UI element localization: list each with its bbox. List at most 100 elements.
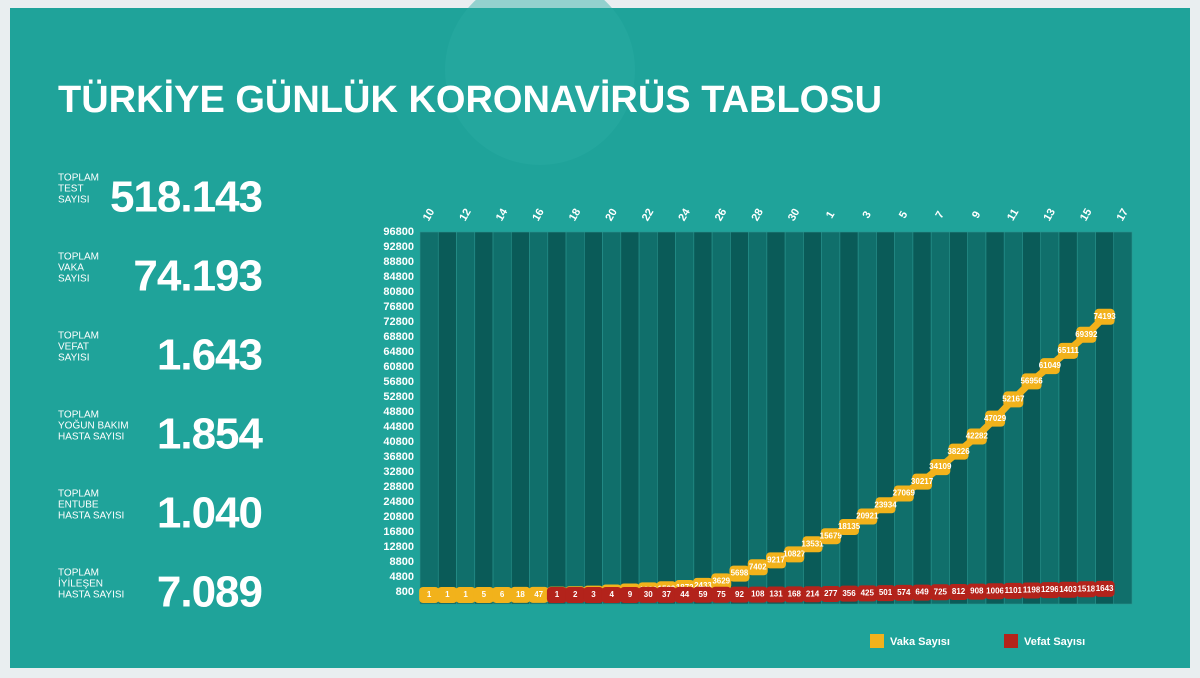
value-label: 4 [609,590,614,599]
point-box [674,586,695,603]
value-label: 425 [861,589,875,598]
column [748,231,768,605]
value-label: 725 [934,587,948,596]
point-box [419,586,440,603]
point-box [638,586,659,603]
x-tick-label: 3 [860,209,873,220]
y-tick-label: 60800 [383,361,414,373]
x-tick-label: 13 [1042,207,1059,224]
column [766,231,786,605]
point-box [1076,326,1097,343]
point-box [784,546,805,563]
title: TÜRKİYE GÜNLÜK KORONAVİRÜS TABLOSU [58,78,882,121]
stat-label: YOĞUN BAKIM [58,419,129,432]
value-label: 3 [591,590,596,599]
y-tick-label: 4800 [390,571,414,583]
value-label: 47029 [984,414,1007,423]
value-label: 37 [662,590,671,599]
y-tick-label: 84800 [383,271,414,283]
value-label: 108 [751,590,765,599]
point-box [1058,342,1079,359]
y-tick-label: 44800 [383,421,414,433]
point-box [948,583,969,600]
value-label: 9 [628,590,633,599]
x-tick-label: 16 [530,207,547,224]
stat-label: TOPLAM [58,252,99,263]
column [675,231,695,605]
column [930,231,950,605]
value-label: 34109 [929,462,952,471]
value-label: 18 [516,590,525,599]
point-box [455,586,476,603]
value-label: 10827 [783,550,806,559]
value-label: 74193 [1093,312,1116,321]
stat-label: TOPLAM [58,568,99,579]
value-label: 23934 [874,500,897,509]
point-box [966,428,987,445]
y-tick-label: 36800 [383,451,414,463]
value-label: 1 [555,590,560,599]
column [857,231,877,605]
point-box [839,518,860,535]
y-tick-label: 56800 [383,376,414,388]
value-label: 9217 [767,556,785,565]
value-label: 5698 [731,569,749,578]
x-tick-label: 9 [970,209,983,220]
value-label: 47 [534,590,543,599]
stat-label: HASTA SAYISI [58,511,124,522]
column [711,231,731,605]
value-label: 7402 [749,562,767,571]
column [1095,231,1115,605]
stat-label: HASTA SAYISI [58,590,124,601]
x-tick-label: 28 [749,207,766,224]
value-label: 649 [915,588,929,597]
value-label: 1 [427,590,432,599]
point-box [1021,582,1042,599]
virus-decor [445,0,635,165]
point-box [985,583,1006,600]
point-box [930,584,951,601]
point-box [875,497,896,514]
point-box [912,473,933,490]
stat-label: SAYISI [58,353,90,364]
stat-value: 7.089 [157,568,262,617]
value-label: 131 [769,590,783,599]
column [602,231,622,605]
point-box [729,565,750,582]
point-box [802,586,823,603]
value-label: 908 [970,587,984,596]
column [693,231,713,605]
point-box [1039,358,1060,375]
value-label: 6 [500,590,505,599]
value-label: 61049 [1039,361,1062,370]
y-tick-label: 52800 [383,391,414,403]
point-box [893,584,914,601]
point-box [893,485,914,502]
value-label: 3629 [712,577,730,586]
x-tick-label: 17 [1115,207,1132,224]
value-label: 501 [879,588,893,597]
y-tick-label: 20800 [383,511,414,523]
value-label: 1296 [1041,585,1059,594]
legend-label: Vefat Sayısı [1024,636,1085,648]
value-label: 65111 [1057,346,1079,355]
point-box [473,586,494,603]
value-label: 1518 [1077,584,1095,593]
value-label: 92 [735,590,744,599]
y-tick-label: 96800 [383,226,414,238]
column [584,231,603,605]
x-tick-label: 10 [421,207,438,224]
point-box [747,586,768,603]
column [529,231,549,605]
stat-label: VEFAT [58,342,89,353]
x-tick-label: 30 [786,207,803,224]
stat-label: TOPLAM [58,331,99,342]
x-tick-label: 5 [897,209,910,220]
value-label: 168 [788,589,802,598]
point-box [930,459,951,476]
value-label: 1403 [1059,585,1077,594]
point-box [857,508,878,525]
value-label: 15679 [820,531,843,540]
